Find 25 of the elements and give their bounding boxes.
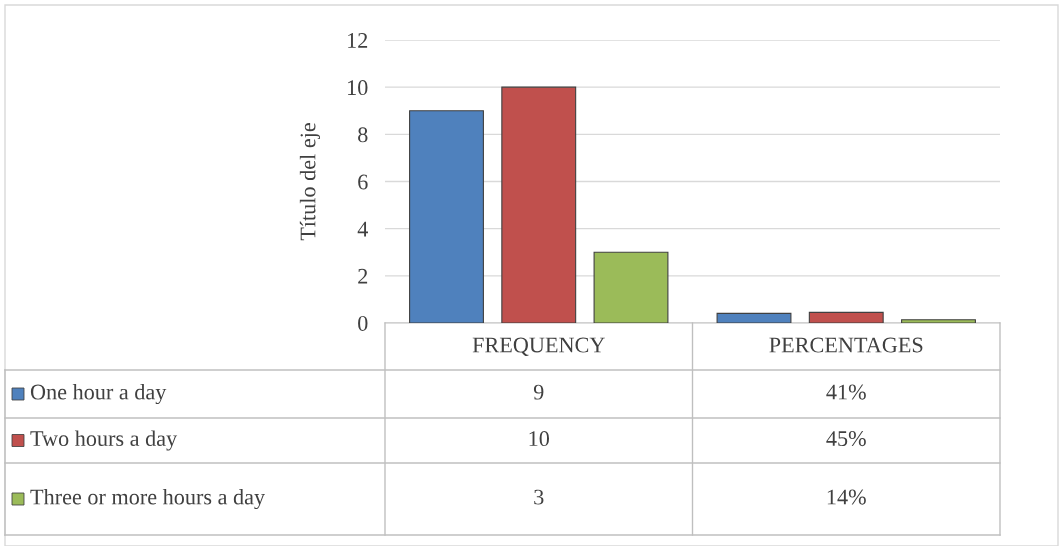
y-tick-label: 10 [348,80,368,96]
legend-label: Two hours a day [30,430,178,451]
bar [901,319,976,323]
y-axis-title: Título del eje [299,123,320,241]
y-tick-label: 0 [358,315,368,331]
bar [409,110,484,323]
x-tick-label: FREQUENCY [472,337,605,356]
bar [501,86,577,323]
data-label: 10 [529,431,550,447]
legend-label: One hour a day [30,383,167,405]
bar [716,312,792,323]
data-label: 45% [826,431,866,447]
bar [808,311,884,323]
legend-label: Three or more hours a day [30,488,265,510]
y-tick-label: 2 [358,268,368,284]
bar [593,251,669,323]
x-tick-label: PERCENTAGES [769,337,923,353]
data-label: 14% [827,489,866,505]
y-tick-label: 12 [348,32,368,48]
data-label: 3 [534,489,544,505]
y-tick-label: 6 [358,174,368,190]
y-tick-label: 4 [357,221,368,237]
data-label: 9 [533,384,544,400]
y-tick-label: 8 [358,127,368,143]
data-label: 41% [826,384,866,400]
